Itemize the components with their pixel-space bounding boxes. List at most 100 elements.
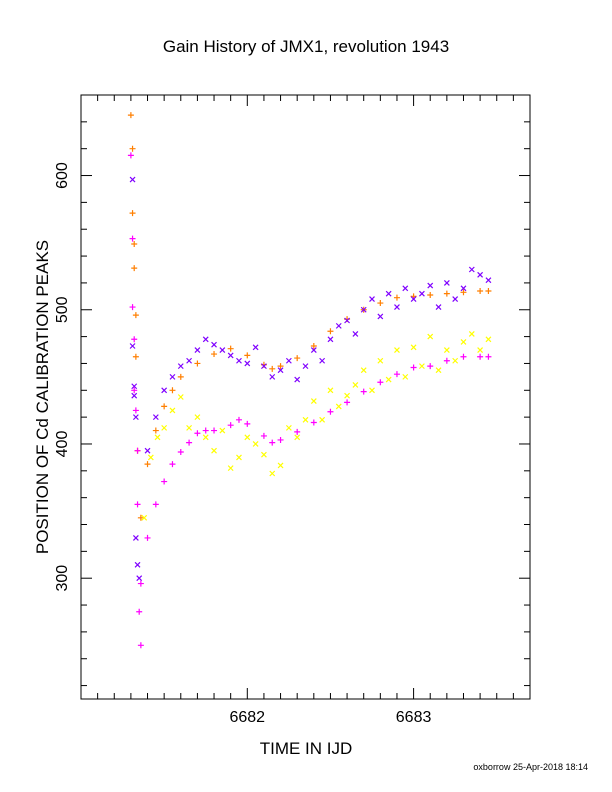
data-point (477, 347, 484, 353)
data-point (269, 373, 276, 380)
data-point (369, 296, 375, 302)
data-point (161, 478, 168, 485)
data-point (310, 342, 317, 349)
data-point (219, 347, 226, 353)
data-point (460, 339, 467, 345)
data-point (410, 296, 417, 302)
data-point (152, 427, 159, 434)
data-point (377, 313, 384, 320)
data-point (327, 387, 334, 394)
data-point (144, 461, 151, 468)
data-point (131, 387, 138, 394)
chart-title: Gain History of JMX1, revolution 1943 (163, 37, 449, 56)
data-point (393, 294, 400, 301)
data-point (144, 534, 151, 541)
data-point (131, 392, 138, 399)
data-point (277, 462, 284, 469)
data-point (244, 420, 251, 427)
data-point (485, 353, 492, 360)
x-tick-label: 6683 (396, 709, 432, 726)
data-point (402, 373, 409, 380)
data-point (252, 441, 259, 447)
data-point (141, 514, 148, 521)
data-point (402, 285, 409, 292)
data-series (137, 287, 492, 521)
data-point (277, 367, 284, 374)
data-point (169, 461, 176, 468)
data-point (485, 277, 492, 284)
data-point (261, 363, 267, 370)
y-tick-label: 500 (54, 296, 71, 323)
data-point (177, 373, 184, 380)
data-point (134, 447, 141, 454)
data-point (285, 424, 292, 431)
data-series (127, 112, 141, 454)
data-point (252, 344, 259, 351)
axis-ticks: 6682 6683 300 400 500 600 (54, 94, 531, 726)
data-point (194, 360, 201, 367)
data-point (131, 265, 138, 272)
data-point (477, 353, 484, 360)
y-tick-label: 400 (54, 431, 71, 458)
x-tick-label: 6682 (229, 709, 265, 726)
data-point (443, 279, 450, 286)
data-point (169, 373, 176, 380)
data-point (335, 403, 342, 410)
data-point (132, 353, 139, 360)
y-tick-label: 300 (54, 565, 71, 592)
data-point (335, 322, 342, 329)
data-series (141, 330, 492, 521)
data-point (194, 347, 201, 353)
data-point (194, 430, 201, 437)
data-point (385, 376, 392, 383)
data-point (377, 379, 384, 386)
data-point (186, 424, 193, 431)
data-point (277, 436, 284, 443)
data-point (177, 363, 184, 370)
data-point (161, 387, 168, 394)
data-point (360, 388, 367, 395)
data-point (186, 357, 193, 364)
data-point (460, 289, 467, 296)
data-point (443, 357, 450, 364)
data-point (477, 287, 484, 294)
data-point (134, 561, 141, 568)
data-point (127, 152, 134, 159)
data-point (410, 344, 417, 351)
data-point (227, 422, 234, 429)
data-point (327, 328, 334, 335)
data-point (211, 427, 218, 434)
data-point (152, 501, 159, 508)
data-point (129, 145, 136, 152)
data-point (344, 392, 350, 399)
data-point (377, 300, 384, 307)
data-point (202, 427, 209, 434)
footer-credit: oxborrow 25-Apr-2018 18:14 (473, 762, 588, 772)
data-point (360, 306, 367, 313)
data-point (344, 399, 351, 406)
data-point (260, 432, 267, 439)
data-point (132, 407, 139, 414)
data-series (129, 176, 143, 582)
data-point (360, 367, 367, 374)
data-point (394, 304, 400, 310)
data-point (132, 414, 139, 421)
data-point (294, 376, 301, 383)
data-point (147, 454, 154, 461)
data-point (310, 398, 317, 404)
data-point (310, 347, 317, 353)
data-point (202, 434, 209, 441)
data-point (319, 357, 326, 364)
data-point (418, 290, 425, 297)
data-point (443, 290, 450, 297)
data-point (285, 357, 292, 364)
data-point (227, 465, 234, 472)
data-point (129, 304, 136, 311)
data-point (352, 381, 359, 388)
data-point (277, 363, 284, 370)
data-point (269, 365, 276, 372)
data-point (154, 434, 161, 441)
data-point (435, 367, 442, 374)
data-point (137, 580, 144, 587)
data-point (129, 176, 136, 183)
